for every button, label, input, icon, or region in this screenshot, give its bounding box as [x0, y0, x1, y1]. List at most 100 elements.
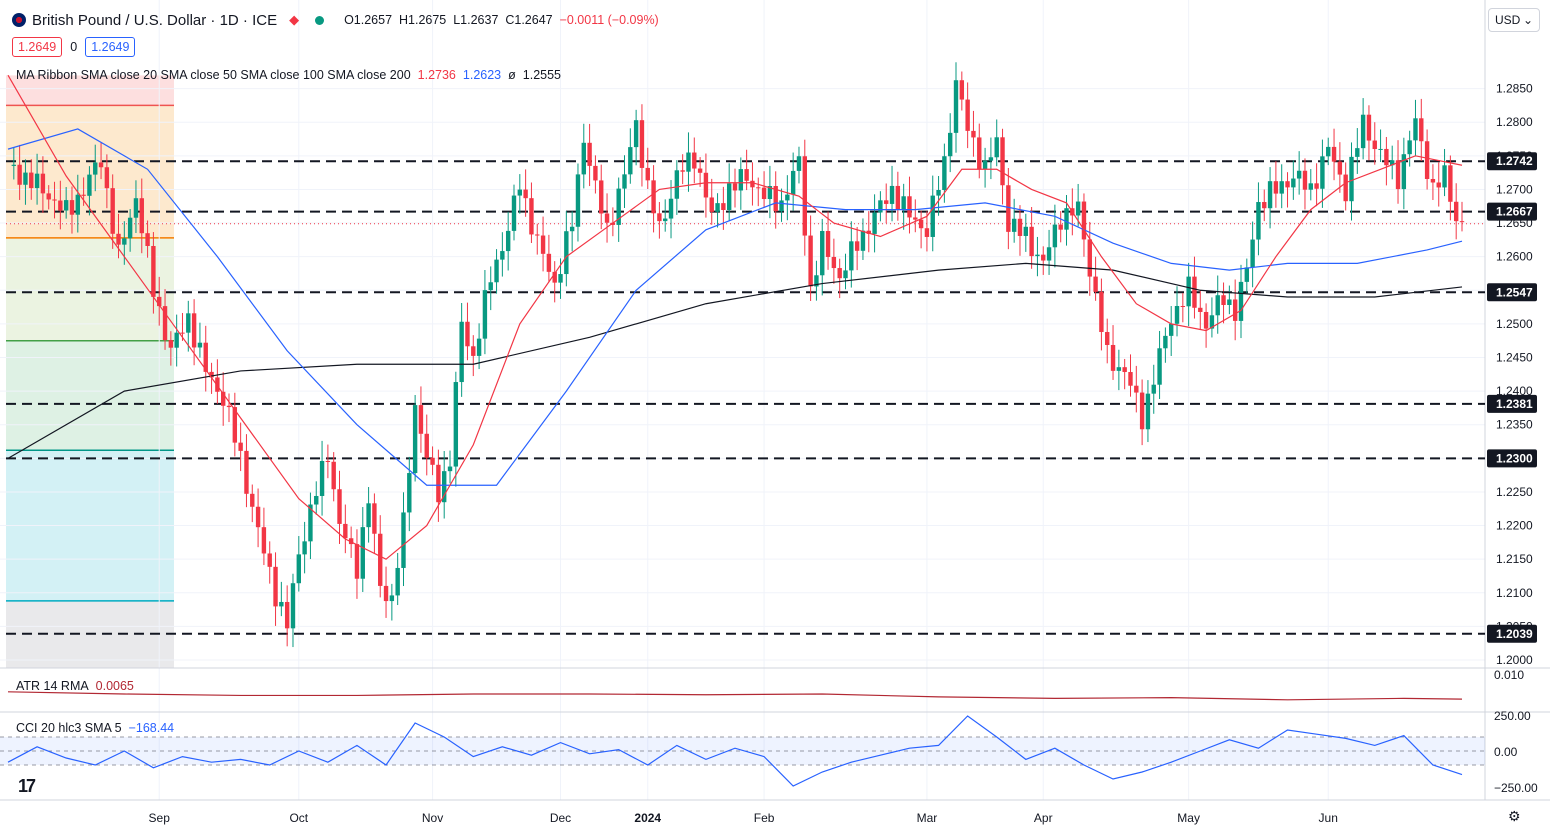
candle-down[interactable] [151, 245, 156, 297]
candle-down[interactable] [46, 193, 51, 200]
candle-up[interactable] [1291, 178, 1296, 188]
candle-up[interactable] [23, 172, 28, 185]
candle-down[interactable] [337, 489, 342, 524]
candle-down[interactable] [552, 271, 557, 283]
candle-up[interactable] [1326, 146, 1331, 157]
candle-down[interactable] [191, 313, 197, 348]
candle-down[interactable] [854, 241, 860, 251]
candle-down[interactable] [139, 198, 144, 234]
candle-down[interactable] [220, 391, 226, 406]
candle-up[interactable] [1151, 384, 1156, 394]
candle-down[interactable] [203, 342, 208, 372]
candle-down[interactable] [523, 189, 528, 199]
candle-down[interactable] [587, 142, 592, 166]
candle-down[interactable] [1419, 118, 1424, 142]
candle-down[interactable] [157, 296, 162, 307]
candle-up[interactable] [1401, 154, 1407, 190]
candle-down[interactable] [52, 199, 57, 201]
candle-down[interactable] [1203, 311, 1209, 329]
candle-down[interactable] [965, 99, 970, 131]
candle-down[interactable] [1395, 160, 1401, 190]
candle-down[interactable] [761, 187, 767, 200]
symbol-title[interactable]: British Pound / U.S. Dollar · 1D · ICE [32, 11, 278, 29]
candle-down[interactable] [825, 230, 831, 257]
candle-down[interactable] [1198, 307, 1203, 312]
candle-up[interactable] [767, 186, 773, 200]
candle-down[interactable] [703, 172, 709, 198]
candle-down[interactable] [657, 213, 662, 222]
candle-up[interactable] [814, 275, 819, 287]
candle-up[interactable] [1215, 295, 1220, 316]
candle-up[interactable] [947, 132, 953, 157]
candle-up[interactable] [779, 200, 784, 212]
candle-down[interactable] [697, 168, 703, 173]
candle-down[interactable] [1453, 201, 1459, 222]
candle-down[interactable] [372, 503, 377, 534]
candle-down[interactable] [831, 256, 837, 269]
candle-up[interactable] [1035, 254, 1040, 257]
candle-up[interactable] [982, 160, 988, 170]
candle-down[interactable] [29, 172, 34, 189]
candle-down[interactable] [971, 130, 976, 138]
candle-down[interactable] [418, 405, 424, 434]
candle-up[interactable] [901, 196, 906, 210]
candle-up[interactable] [558, 274, 563, 283]
candle-down[interactable] [1093, 276, 1098, 292]
candle-up[interactable] [122, 238, 127, 245]
sell-button[interactable]: 1.2649 [12, 37, 63, 57]
candle-down[interactable] [255, 506, 261, 528]
candle-down[interactable] [325, 461, 331, 462]
candle-up[interactable] [127, 217, 133, 239]
candle-up[interactable] [1075, 201, 1081, 216]
candle-up[interactable] [442, 471, 447, 503]
candle-up[interactable] [87, 174, 92, 196]
candle-down[interactable] [1122, 367, 1127, 373]
candle-down[interactable] [1058, 224, 1063, 230]
candle-up[interactable] [1064, 208, 1069, 230]
candle-down[interactable] [599, 180, 604, 214]
candle-up[interactable] [389, 595, 395, 602]
candle-down[interactable] [750, 180, 755, 188]
candle-down[interactable] [1372, 140, 1377, 150]
candle-down[interactable] [1087, 239, 1092, 277]
candle-up[interactable] [1157, 348, 1162, 385]
candle-up[interactable] [1046, 247, 1052, 261]
candle-up[interactable] [197, 342, 203, 348]
candle-up[interactable] [412, 405, 418, 474]
candle-up[interactable] [953, 80, 959, 133]
candle-up[interactable] [174, 332, 179, 348]
candle-down[interactable] [924, 228, 930, 237]
candle-down[interactable] [1029, 226, 1034, 257]
candle-down[interactable] [343, 523, 348, 539]
candle-down[interactable] [680, 170, 685, 172]
candle-down[interactable] [1262, 202, 1267, 209]
candle-down[interactable] [238, 442, 243, 451]
candle-down[interactable] [424, 433, 429, 458]
candle-up[interactable] [878, 200, 883, 213]
gear-icon[interactable]: ⚙ [1508, 808, 1521, 824]
candle-down[interactable] [250, 493, 255, 507]
candle-down[interactable] [215, 377, 220, 392]
candle-down[interactable] [244, 450, 249, 494]
candle-up[interactable] [942, 156, 947, 190]
candle-up[interactable] [314, 495, 319, 505]
candle-up[interactable] [1052, 224, 1058, 248]
candle-up[interactable] [505, 230, 511, 252]
candle-up[interactable] [790, 170, 796, 195]
candle-down[interactable] [773, 186, 778, 212]
candle-up[interactable] [668, 198, 674, 219]
currency-selector[interactable]: USD ⌄ [1488, 8, 1540, 32]
candle-down[interactable] [808, 235, 813, 287]
candle-up[interactable] [1378, 148, 1383, 150]
candle-down[interactable] [1337, 161, 1343, 175]
candle-up[interactable] [663, 218, 668, 222]
candle-up[interactable] [575, 174, 581, 227]
candle-up[interactable] [63, 200, 69, 211]
candle-up[interactable] [290, 583, 296, 629]
candle-up[interactable] [1209, 315, 1215, 329]
candle-up[interactable] [1227, 299, 1232, 305]
candle-down[interactable] [884, 200, 889, 204]
candle-up[interactable] [1390, 160, 1395, 166]
candle-up[interactable] [308, 504, 313, 542]
